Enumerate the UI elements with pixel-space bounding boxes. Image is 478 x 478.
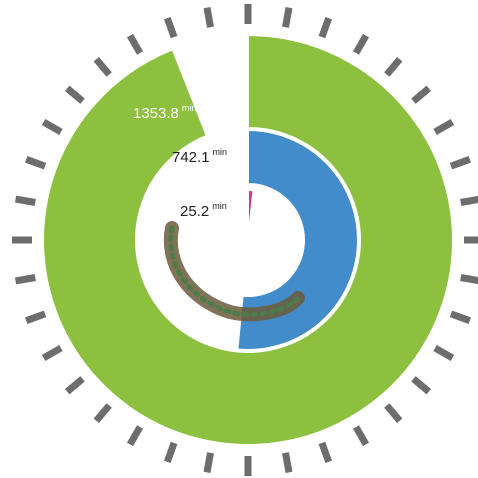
value-label: 25.2 — [180, 203, 209, 220]
dial-tick — [356, 427, 366, 444]
dial-tick — [451, 314, 470, 321]
chart: 1353.8min742.1min25.2min — [0, 0, 478, 478]
dial-tick — [167, 443, 174, 462]
dial-tick — [44, 122, 61, 132]
dial-tick — [356, 36, 366, 53]
dial-tick — [413, 379, 428, 392]
ring-arc — [248, 190, 253, 226]
dial-tick — [387, 405, 400, 420]
dial-tick — [130, 427, 140, 444]
dial-tick — [96, 59, 109, 74]
dial-tick — [67, 379, 82, 392]
dial-tick — [322, 18, 329, 37]
dial-tick — [387, 59, 400, 74]
dial-tick — [461, 199, 478, 202]
ring-arc — [43, 35, 453, 445]
dial-tick — [16, 278, 36, 281]
dial-tick — [26, 314, 45, 321]
value-label: 1353.8 — [133, 105, 179, 122]
dial-tick — [167, 18, 174, 37]
unit-label: min — [182, 103, 197, 113]
dial-tick — [435, 348, 452, 358]
dial-tick — [26, 159, 45, 166]
dial-tick — [207, 8, 210, 28]
unit-label: min — [213, 147, 228, 157]
value-label: 742.1 — [172, 149, 210, 166]
dial-tick — [286, 453, 289, 473]
dial-tick — [16, 199, 36, 202]
dial-tick — [44, 348, 61, 358]
unit-label: min — [212, 201, 227, 211]
dial-tick — [413, 88, 428, 101]
dial-tick — [451, 159, 470, 166]
dial-tick — [130, 36, 140, 53]
dial-tick — [286, 8, 289, 28]
dial-tick — [96, 405, 109, 420]
dial-tick — [322, 443, 329, 462]
dial-tick — [435, 122, 452, 132]
dial-tick — [67, 88, 82, 101]
dial-tick — [461, 278, 478, 281]
dial-tick — [207, 453, 210, 473]
rings — [43, 35, 453, 445]
